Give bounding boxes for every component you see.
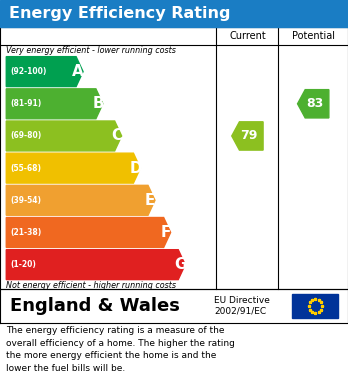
Text: (55-68): (55-68) [10,163,41,173]
Text: 79: 79 [240,129,258,142]
Bar [292,294,338,318]
Bar [0,0,348,27]
Text: E: E [145,193,155,208]
Text: (1-20): (1-20) [10,260,36,269]
Text: Not energy efficient - higher running costs: Not energy efficient - higher running co… [6,280,176,290]
Polygon shape [6,250,185,280]
Polygon shape [298,90,329,118]
Text: Current: Current [229,31,266,41]
Text: G: G [174,257,187,272]
Text: (92-100): (92-100) [10,67,47,76]
Text: C: C [111,129,122,143]
Text: F: F [160,225,171,240]
Text: D: D [129,161,142,176]
Text: (69-80): (69-80) [10,131,42,140]
Polygon shape [6,57,83,86]
Text: Potential: Potential [292,31,335,41]
Text: The energy efficiency rating is a measure of the
overall efficiency of a home. T: The energy efficiency rating is a measur… [6,326,235,373]
Text: A: A [72,64,84,79]
Polygon shape [6,89,103,119]
Text: Very energy efficient - lower running costs: Very energy efficient - lower running co… [6,46,176,56]
Text: 83: 83 [306,97,324,110]
Text: B: B [92,96,104,111]
Text: (39-54): (39-54) [10,196,41,205]
Text: EU Directive
2002/91/EC: EU Directive 2002/91/EC [214,296,270,316]
Text: (21-38): (21-38) [10,228,42,237]
Bar [0,289,348,323]
Polygon shape [6,217,171,248]
Polygon shape [6,121,121,151]
Text: (81-91): (81-91) [10,99,42,108]
Polygon shape [6,153,140,183]
Text: England & Wales: England & Wales [10,297,180,315]
Text: Energy Efficiency Rating: Energy Efficiency Rating [9,6,230,21]
Polygon shape [6,185,155,215]
Polygon shape [232,122,263,150]
